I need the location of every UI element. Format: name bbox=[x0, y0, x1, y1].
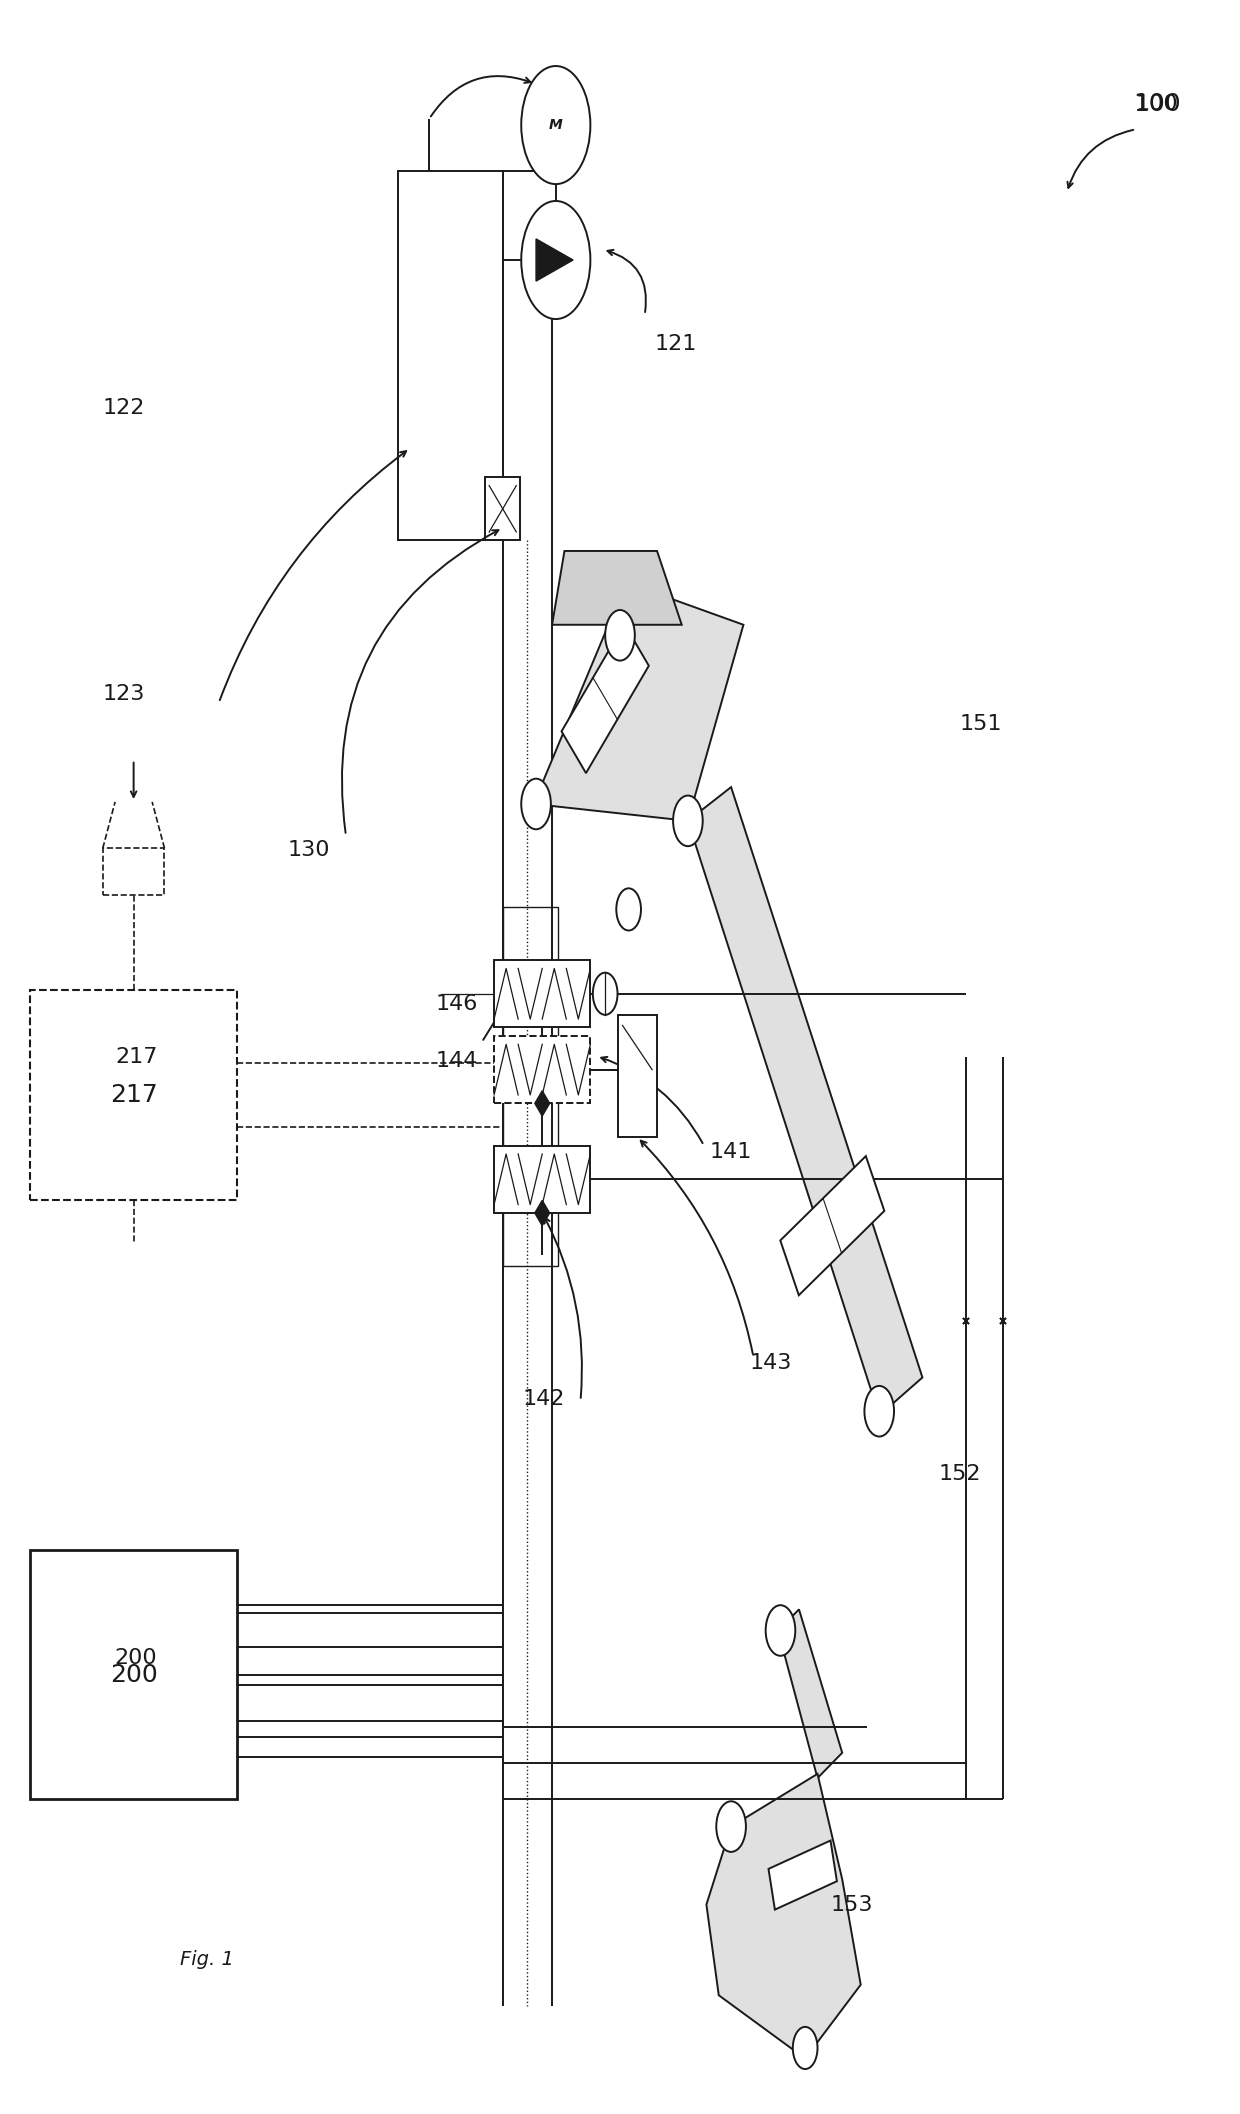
Polygon shape bbox=[562, 624, 649, 774]
Polygon shape bbox=[534, 1201, 549, 1226]
Circle shape bbox=[593, 972, 618, 1015]
Text: 130: 130 bbox=[288, 841, 330, 860]
Polygon shape bbox=[534, 1091, 549, 1116]
Text: 153: 153 bbox=[831, 1894, 873, 1915]
Text: 123: 123 bbox=[103, 685, 145, 704]
Bar bbox=[494, 1146, 590, 1213]
Circle shape bbox=[521, 201, 590, 319]
Circle shape bbox=[616, 888, 641, 930]
Text: 144: 144 bbox=[436, 1051, 479, 1072]
Circle shape bbox=[605, 611, 635, 660]
Polygon shape bbox=[533, 583, 744, 820]
Text: 100: 100 bbox=[1136, 93, 1178, 114]
Text: 217: 217 bbox=[115, 1046, 157, 1068]
Polygon shape bbox=[536, 239, 573, 281]
Text: Fig. 1: Fig. 1 bbox=[180, 1949, 233, 1968]
Polygon shape bbox=[707, 1774, 861, 2059]
Text: 152: 152 bbox=[939, 1465, 981, 1484]
Circle shape bbox=[717, 1801, 746, 1852]
Polygon shape bbox=[688, 786, 923, 1416]
Circle shape bbox=[673, 795, 703, 846]
Text: 141: 141 bbox=[711, 1142, 753, 1163]
Circle shape bbox=[864, 1387, 894, 1438]
Text: M: M bbox=[549, 118, 563, 131]
Text: 146: 146 bbox=[436, 994, 479, 1015]
Bar bbox=[618, 1015, 657, 1137]
Text: 200: 200 bbox=[115, 1649, 157, 1668]
Polygon shape bbox=[780, 1156, 884, 1296]
Circle shape bbox=[521, 66, 590, 184]
Bar bbox=[398, 171, 502, 541]
Text: 151: 151 bbox=[960, 715, 1002, 734]
Polygon shape bbox=[777, 1609, 842, 1778]
Bar bbox=[30, 989, 237, 1201]
Bar bbox=[103, 848, 165, 894]
Text: 142: 142 bbox=[522, 1389, 564, 1408]
Polygon shape bbox=[552, 552, 682, 626]
Bar bbox=[485, 478, 520, 541]
Circle shape bbox=[521, 778, 551, 829]
Text: 143: 143 bbox=[749, 1353, 792, 1372]
Bar bbox=[494, 1036, 590, 1104]
Bar bbox=[30, 1550, 237, 1799]
Text: 100: 100 bbox=[1133, 93, 1180, 116]
Text: 200: 200 bbox=[110, 1664, 157, 1687]
Circle shape bbox=[765, 1605, 795, 1655]
Text: 217: 217 bbox=[110, 1082, 157, 1108]
Circle shape bbox=[792, 2027, 817, 2070]
Bar bbox=[502, 907, 558, 1266]
Text: 122: 122 bbox=[103, 397, 145, 419]
Text: 121: 121 bbox=[655, 334, 697, 355]
Bar bbox=[494, 960, 590, 1027]
Polygon shape bbox=[769, 1841, 837, 1909]
